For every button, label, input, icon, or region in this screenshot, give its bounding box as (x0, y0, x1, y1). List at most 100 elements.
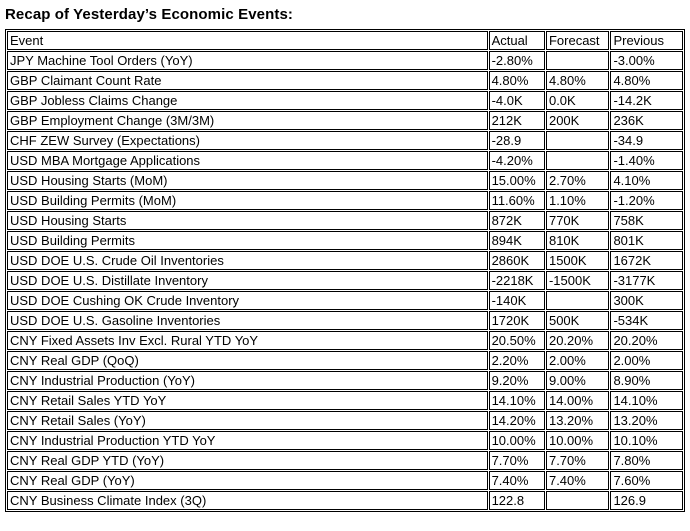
table-cell-previous: -34.9 (610, 131, 683, 150)
table-cell-previous: 801K (610, 231, 683, 250)
table-row: USD DOE U.S. Distillate Inventory -2218K -… (7, 271, 683, 290)
table-cell-previous: -1.20% (610, 191, 683, 210)
table-cell-actual: 10.00% (488, 431, 545, 450)
table-cell-event: CNY Industrial Production YTD YoY (7, 431, 488, 450)
table-cell-actual: -28.9 (488, 131, 545, 150)
table-row: GBP Jobless Claims Change -4.0K 0.0K -14.2K (7, 91, 683, 110)
table-row: USD MBA Mortgage Applications -4.20% -1.4… (7, 151, 683, 170)
table-cell-previous: 4.10% (610, 171, 683, 190)
table-cell-actual: 4.80% (488, 71, 545, 90)
table-cell-forecast (545, 51, 610, 70)
table-row: CNY Retail Sales (YoY) 14.20% 13.20% 13.20% (7, 411, 683, 430)
table-cell-actual: 1720K (488, 311, 545, 330)
table-cell-actual: 872K (488, 211, 545, 230)
table-cell-previous: 236K (610, 111, 683, 130)
table-cell-event: USD DOE Cushing OK Crude Inventory (7, 291, 488, 310)
table-row: USD Housing Starts (MoM) 15.00% 2.70% 4.10% (7, 171, 683, 190)
table-cell-actual: 14.10% (488, 391, 545, 410)
table-cell-forecast: 770K (545, 211, 610, 230)
table-cell-actual: 9.20% (488, 371, 545, 390)
column-header-actual: Actual (488, 31, 545, 50)
column-header-forecast: Forecast (545, 31, 610, 50)
table-row: CNY Real GDP (QoQ) 2.20% 2.00% 2.00% (7, 351, 683, 370)
table-cell-event: GBP Claimant Count Rate (7, 71, 488, 90)
table-cell-previous: -1.40% (610, 151, 683, 170)
table-cell-forecast: 2.70% (545, 171, 610, 190)
table-row: CNY Retail Sales YTD YoY 14.10% 14.00% 14.1… (7, 391, 683, 410)
table-cell-previous: 13.20% (610, 411, 683, 430)
table-cell-actual: -2218K (488, 271, 545, 290)
table-cell-forecast: 4.80% (545, 71, 610, 90)
table-cell-event: USD Building Permits (MoM) (7, 191, 488, 210)
table-cell-actual: 7.40% (488, 471, 545, 490)
table-cell-forecast: 200K (545, 111, 610, 130)
table-cell-actual: 7.70% (488, 451, 545, 470)
table-cell-actual: 15.00% (488, 171, 545, 190)
table-cell-previous: 8.90% (610, 371, 683, 390)
table-cell-previous: 758K (610, 211, 683, 230)
table-cell-previous: 2.00% (610, 351, 683, 370)
table-cell-actual: 2.20% (488, 351, 545, 370)
table-row: CNY Industrial Production YTD YoY 10.00% 1… (7, 431, 683, 450)
table-row: JPY Machine Tool Orders (YoY) -2.80% -3.0… (7, 51, 683, 70)
table-cell-forecast: 20.20% (545, 331, 610, 350)
table-cell-previous: 20.20% (610, 331, 683, 350)
table-row: USD DOE Cushing OK Crude Inventory -140K … (7, 291, 683, 310)
table-row: CNY Real GDP YTD (YoY) 7.70% 7.70% 7.80% (7, 451, 683, 470)
table-cell-previous: -3177K (610, 271, 683, 290)
table-cell-previous: 4.80% (610, 71, 683, 90)
table-row: USD Building Permits 894K 810K 801K (7, 231, 683, 250)
table-cell-event: JPY Machine Tool Orders (YoY) (7, 51, 488, 70)
table-cell-forecast: 500K (545, 311, 610, 330)
table-cell-event: CNY Retail Sales YTD YoY (7, 391, 488, 410)
table-cell-forecast: 10.00% (545, 431, 610, 450)
table-cell-previous: 14.10% (610, 391, 683, 410)
table-cell-forecast: 14.00% (545, 391, 610, 410)
table-cell-event: CNY Fixed Assets Inv Excl. Rural YTD YoY (7, 331, 488, 350)
table-cell-forecast: 7.40% (545, 471, 610, 490)
economic-events-table: Event Actual Forecast Previous JPY Machi… (5, 29, 685, 512)
table-cell-event: CHF ZEW Survey (Expectations) (7, 131, 488, 150)
table-cell-actual: 20.50% (488, 331, 545, 350)
table-cell-forecast (545, 151, 610, 170)
table-cell-previous: 300K (610, 291, 683, 310)
table-cell-event: GBP Jobless Claims Change (7, 91, 488, 110)
table-cell-previous: -534K (610, 311, 683, 330)
table-cell-actual: -2.80% (488, 51, 545, 70)
table-cell-event: USD Building Permits (7, 231, 488, 250)
table-cell-forecast: 0.0K (545, 91, 610, 110)
table-cell-forecast: -1500K (545, 271, 610, 290)
table-row: USD DOE U.S. Crude Oil Inventories 2860K 1… (7, 251, 683, 270)
table-cell-previous: -3.00% (610, 51, 683, 70)
table-row: USD DOE U.S. Gasoline Inventories 1720K 50… (7, 311, 683, 330)
table-cell-event: CNY Real GDP (QoQ) (7, 351, 488, 370)
table-row: CNY Business Climate Index (3Q) 122.8 126… (7, 491, 683, 510)
table-cell-event: USD DOE U.S. Distillate Inventory (7, 271, 488, 290)
table-cell-forecast (545, 491, 610, 510)
table-cell-previous: 1672K (610, 251, 683, 270)
table-cell-event: CNY Retail Sales (YoY) (7, 411, 488, 430)
table-cell-actual: 14.20% (488, 411, 545, 430)
table-cell-actual: -4.0K (488, 91, 545, 110)
table-row: USD Housing Starts 872K 770K 758K (7, 211, 683, 230)
table-row: CNY Real GDP (YoY) 7.40% 7.40% 7.60% (7, 471, 683, 490)
table-cell-event: USD MBA Mortgage Applications (7, 151, 488, 170)
table-cell-previous: -14.2K (610, 91, 683, 110)
table-cell-forecast: 9.00% (545, 371, 610, 390)
table-cell-event: USD DOE U.S. Gasoline Inventories (7, 311, 488, 330)
table-body: JPY Machine Tool Orders (YoY) -2.80% -3.0… (7, 51, 683, 510)
header-row: Event Actual Forecast Previous (7, 31, 683, 50)
table-cell-forecast: 810K (545, 231, 610, 250)
table-cell-event: GBP Employment Change (3M/3M) (7, 111, 488, 130)
table-cell-event: CNY Business Climate Index (3Q) (7, 491, 488, 510)
table-cell-actual: -4.20% (488, 151, 545, 170)
table-row: GBP Claimant Count Rate 4.80% 4.80% 4.80% (7, 71, 683, 90)
table-row: GBP Employment Change (3M/3M) 212K 200K 236… (7, 111, 683, 130)
table-cell-previous: 126.9 (610, 491, 683, 510)
table-cell-forecast (545, 291, 610, 310)
table-cell-actual: -140K (488, 291, 545, 310)
table-header: Event Actual Forecast Previous (7, 31, 683, 50)
table-cell-forecast: 1500K (545, 251, 610, 270)
table-cell-previous: 7.80% (610, 451, 683, 470)
